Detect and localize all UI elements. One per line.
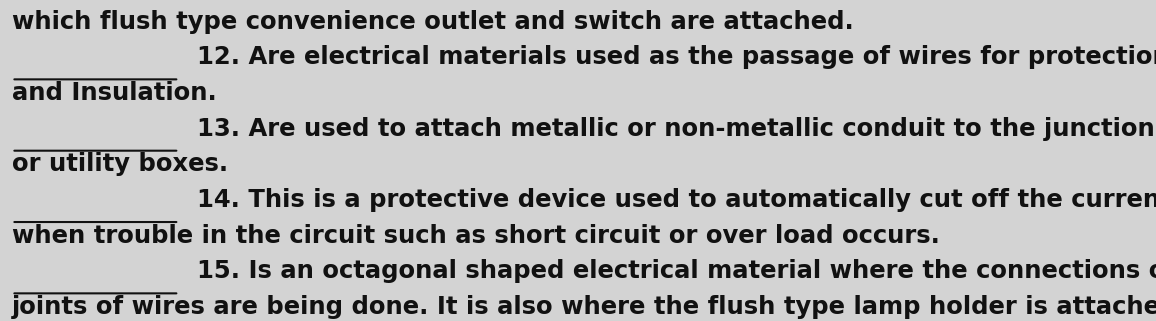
Text: or utility boxes.: or utility boxes. bbox=[12, 152, 228, 176]
Text: 13. Are used to attach metallic or non-metallic conduit to the junction: 13. Are used to attach metallic or non-m… bbox=[197, 117, 1155, 141]
Text: which flush type convenience outlet and switch are attached.: which flush type convenience outlet and … bbox=[12, 10, 853, 34]
Text: and Insulation.: and Insulation. bbox=[12, 81, 216, 105]
Text: 12. Are electrical materials used as the passage of wires for protection: 12. Are electrical materials used as the… bbox=[197, 45, 1156, 69]
Text: joints of wires are being done. It is also where the flush type lamp holder is a: joints of wires are being done. It is al… bbox=[12, 295, 1156, 319]
Text: when trouble in the circuit such as short circuit or over load occurs.: when trouble in the circuit such as shor… bbox=[12, 224, 940, 247]
Text: 14. This is a protective device used to automatically cut off the current: 14. This is a protective device used to … bbox=[197, 188, 1156, 212]
Text: 15. Is an octagonal shaped electrical material where the connections or: 15. Is an octagonal shaped electrical ma… bbox=[197, 259, 1156, 283]
